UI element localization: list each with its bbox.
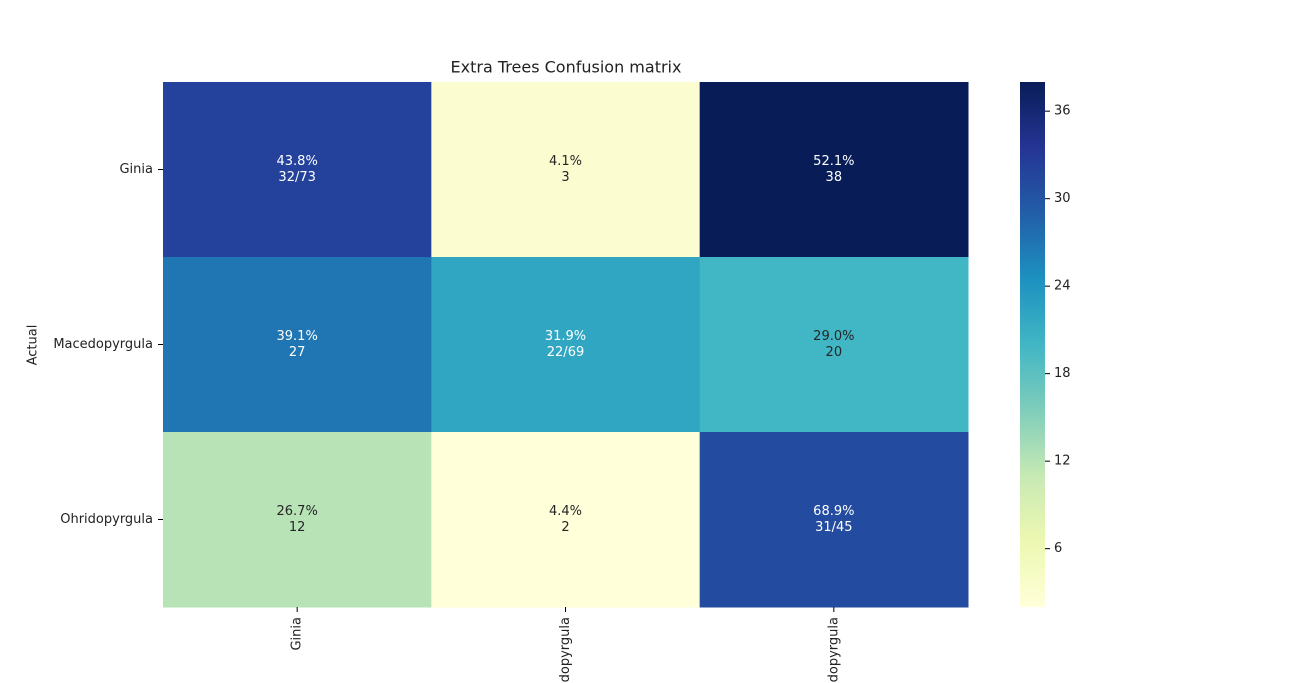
x-tick-label: Ginia [290, 617, 305, 651]
y-tick-label: Macedopyrgula [53, 337, 153, 352]
cell-label: 38 [826, 170, 843, 185]
y-axis-label: Actual [26, 325, 41, 366]
y-tick-label: Ginia [119, 162, 153, 177]
colorbar-tick-label: 36 [1054, 104, 1071, 119]
cell-label: 31/45 [815, 520, 852, 535]
cell-label: 29.0% [813, 329, 854, 344]
cell-label: 4.1% [549, 154, 582, 169]
heatmap-cell [431, 432, 701, 608]
colorbar-tick-label: 30 [1054, 191, 1071, 206]
colorbar-tick-label: 18 [1054, 366, 1071, 381]
heatmap-cell [431, 82, 701, 258]
cell-label: 39.1% [277, 329, 318, 344]
cell-label: 68.9% [813, 504, 854, 519]
colorbar-tick-label: 6 [1054, 541, 1062, 556]
heatmap-cell [163, 82, 432, 258]
cell-label: 26.7% [277, 504, 318, 519]
cell-label: 12 [289, 520, 306, 535]
cell-label: 22/69 [547, 345, 584, 360]
heatmap-cell [163, 432, 432, 608]
heatmap-cell [699, 257, 969, 433]
cell-label: 31.9% [545, 329, 586, 344]
heatmap-cell [163, 257, 432, 433]
x-tick-label: Macedopyrgula [558, 617, 573, 683]
cell-label: 4.4% [549, 504, 582, 519]
colorbar [1020, 82, 1045, 607]
y-tick-label: Ohridopyrgula [60, 512, 153, 527]
cell-label: 2 [561, 520, 569, 535]
cell-label: 52.1% [813, 154, 854, 169]
colorbar-tick-label: 24 [1054, 279, 1071, 294]
heatmap-cell [699, 432, 969, 608]
colorbar-tick-label: 12 [1054, 454, 1071, 469]
x-tick-label: Ohridopyrgula [826, 617, 841, 683]
cell-label: 27 [289, 345, 306, 360]
cell-label: 3 [561, 170, 569, 185]
cell-label: 20 [826, 345, 843, 360]
heatmap-cell [431, 257, 701, 433]
chart-title: Extra Trees Confusion matrix [451, 58, 682, 77]
cell-label: 43.8% [277, 154, 318, 169]
cell-label: 32/73 [278, 170, 315, 185]
heatmap-cell [699, 82, 969, 258]
